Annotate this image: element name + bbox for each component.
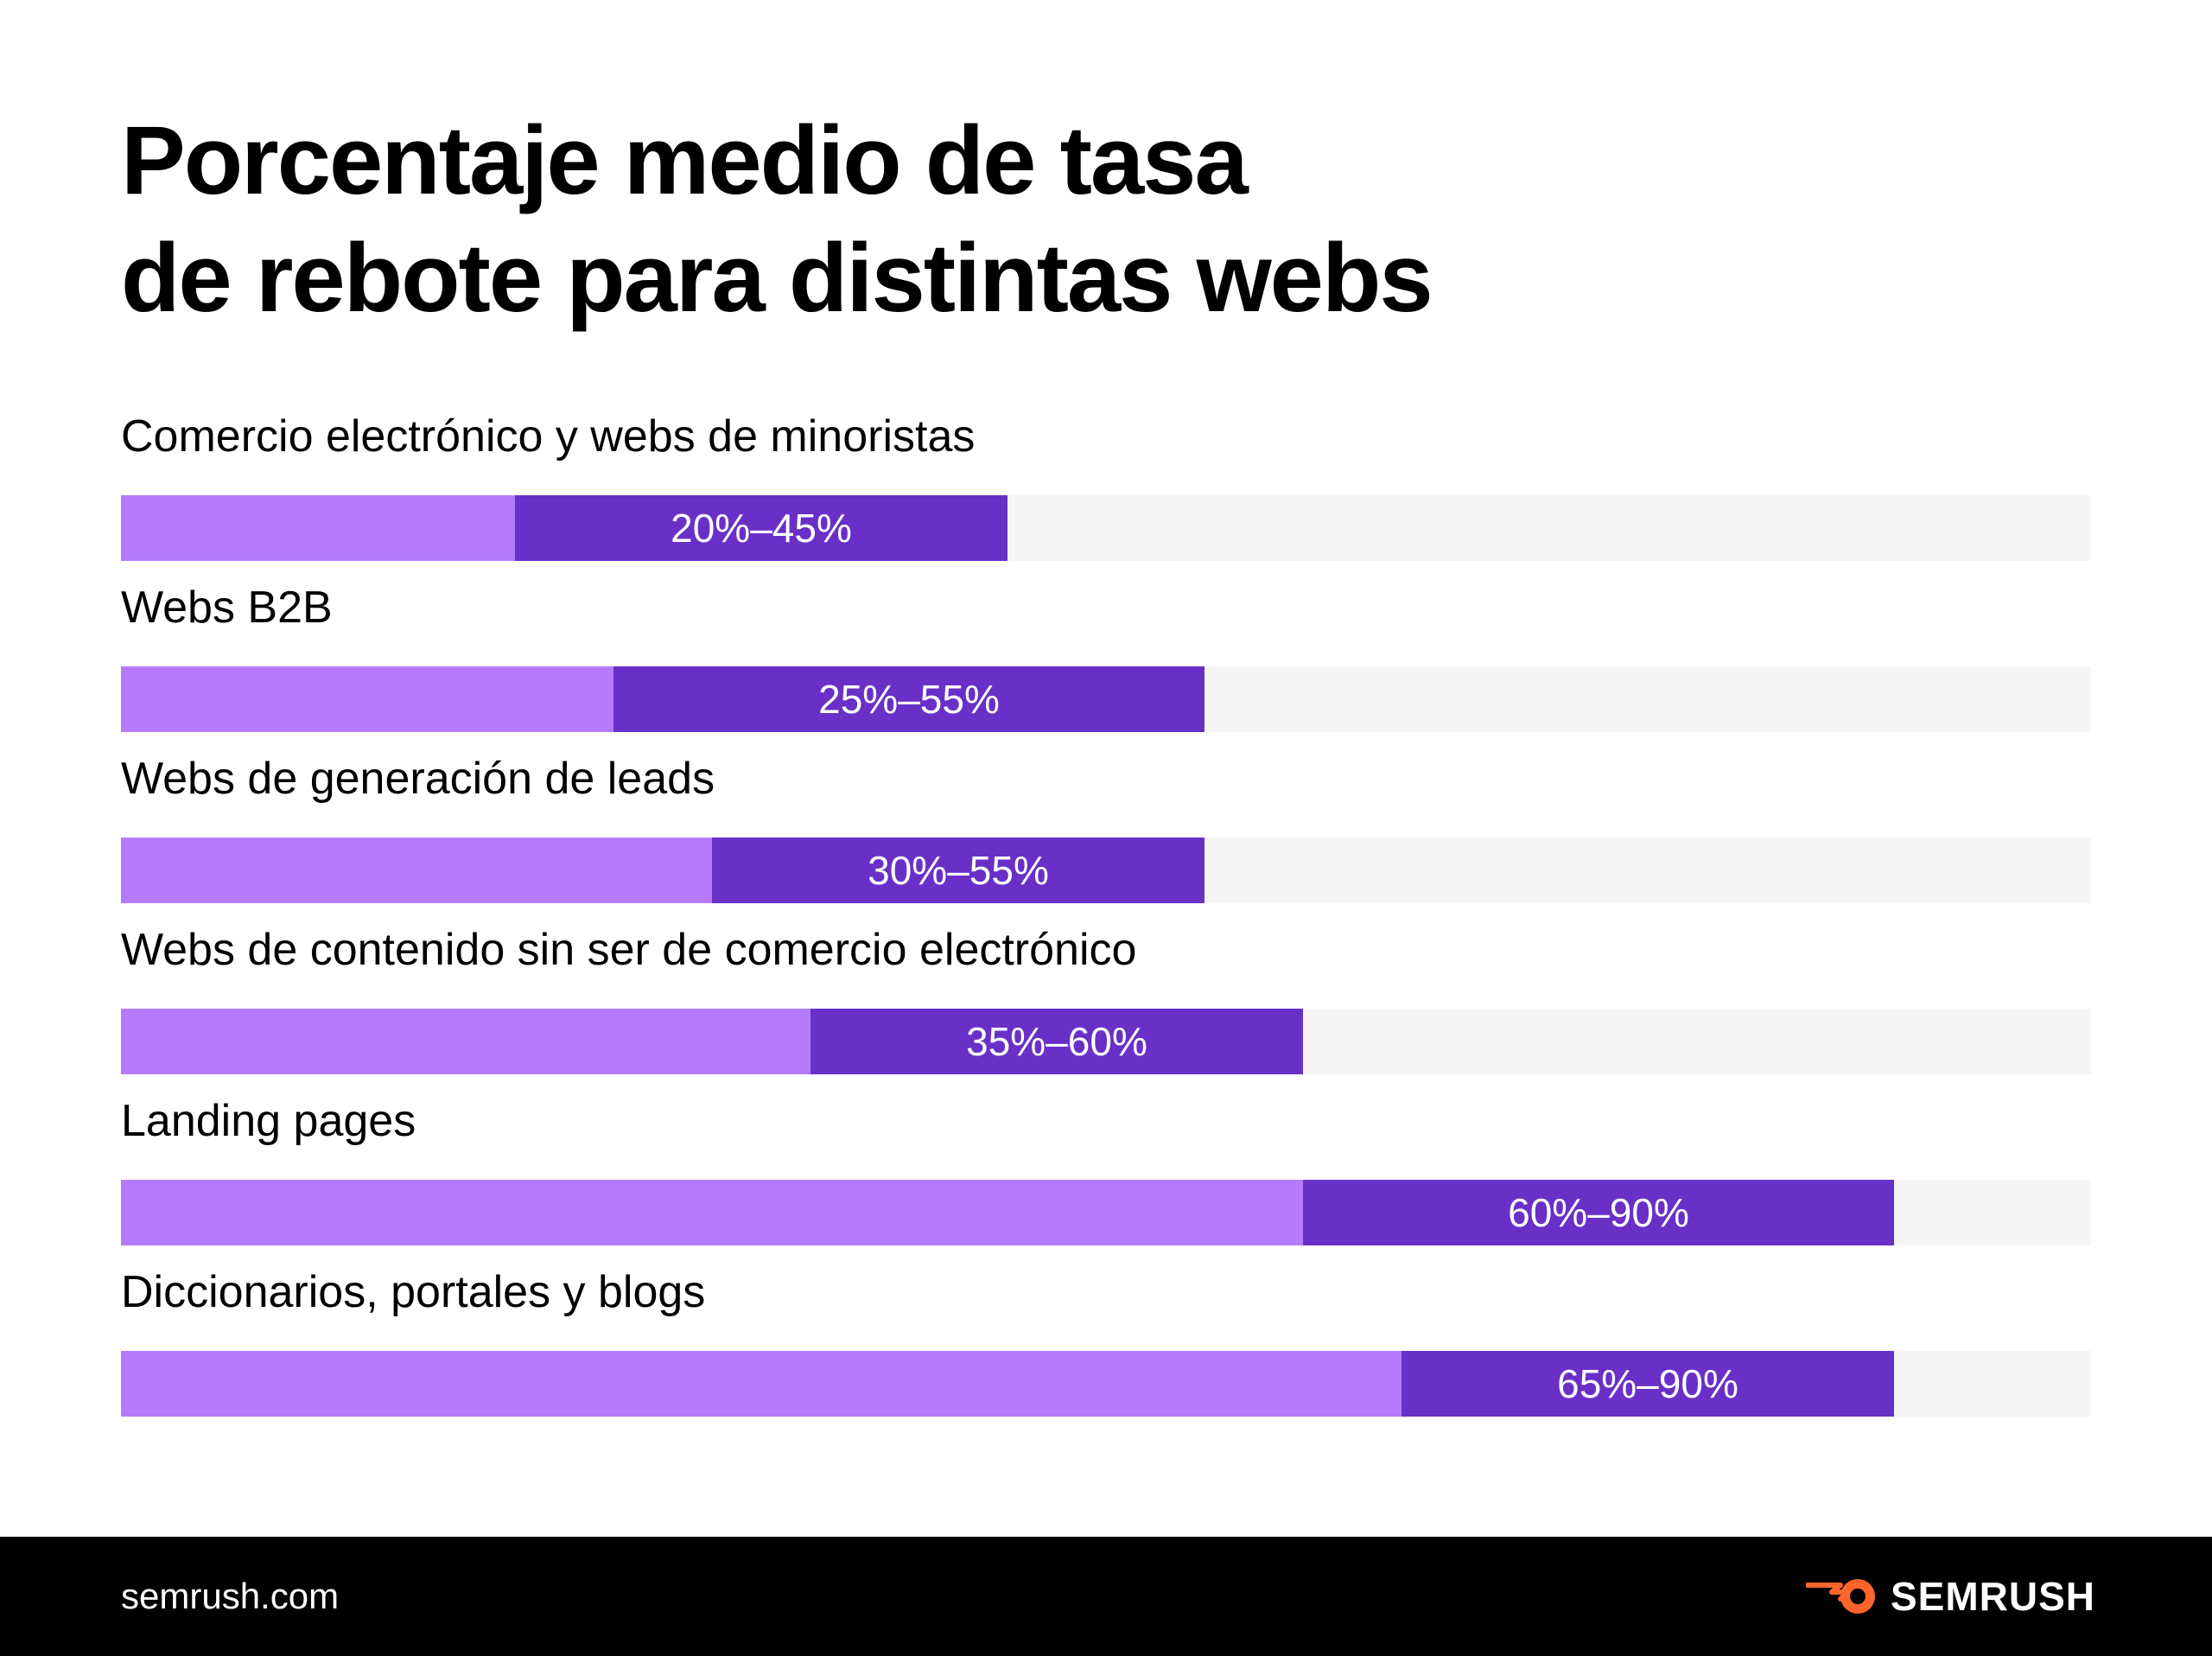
bar-below-range <box>121 666 613 732</box>
category-label: Landing pages <box>121 1096 416 1146</box>
bar-data-label: 30%–55% <box>868 848 1049 893</box>
chart-title: Porcentaje medio de tasa de rebote para … <box>121 102 1936 337</box>
bar-below-range <box>121 1351 1402 1417</box>
bar-below-range <box>121 1009 810 1074</box>
chart-title-line-1: Porcentaje medio de tasa <box>121 106 1249 214</box>
bar-data-label: 25%–55% <box>818 677 1000 722</box>
category-label: Webs de generación de leads <box>121 754 715 804</box>
bar-range <box>613 666 1205 732</box>
category-label: Comercio electrónico y webs de minorista… <box>121 411 976 462</box>
bar-data-label: 20%–45% <box>671 506 852 551</box>
bar-data-label: 35%–60% <box>966 1019 1147 1064</box>
bar-range <box>810 1009 1303 1074</box>
chart-title-line-2: de rebote para distintas webs <box>121 224 1433 332</box>
category-label: Webs B2B <box>121 583 333 633</box>
bar-data-label: 65%–90% <box>1557 1361 1738 1406</box>
footer: semrush.com SEMRUSH <box>0 1537 2212 1656</box>
bar-range <box>1402 1351 1894 1417</box>
bar-range <box>712 838 1205 903</box>
bar-range <box>1303 1180 1894 1245</box>
bar-chart: 20%–45% 25%–55% 30%–55% 35%–60% 60%–90% 65%–9… <box>121 495 1894 1417</box>
semrush-fireball-icon <box>1806 1579 1875 1614</box>
bar-below-range <box>121 495 515 561</box>
bar-range <box>515 495 1007 561</box>
brand-name: SEMRUSH <box>1891 1574 2096 1619</box>
brand-logo: SEMRUSH <box>1806 1573 2094 1620</box>
category-label: Diccionarios, portales y blogs <box>121 1267 706 1317</box>
category-label: Webs de contenido sin ser de comercio el… <box>121 925 1137 975</box>
bar-below-range <box>121 1180 1303 1245</box>
footer-url: semrush.com <box>121 1576 340 1616</box>
bar-data-label: 60%–90% <box>1508 1190 1689 1235</box>
bar-below-range <box>121 838 712 903</box>
